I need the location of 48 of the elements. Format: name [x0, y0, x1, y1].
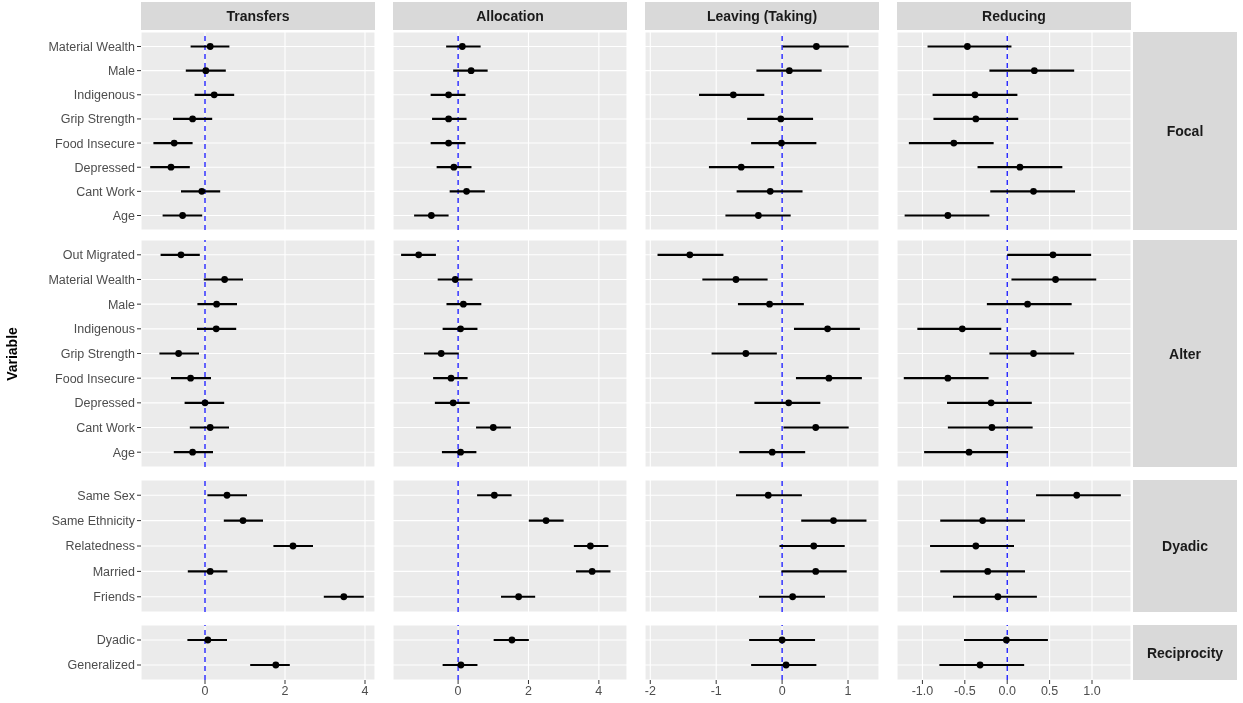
chart-title: Transfers: [141, 2, 375, 30]
x-tick-label: -2: [644, 683, 656, 698]
y2-axis-title: Dyadic: [1133, 480, 1237, 612]
x-tick-label: 2: [281, 683, 289, 698]
y-axis-title: Variable: [4, 326, 21, 381]
x-tick-label: -1.0: [911, 683, 934, 698]
y-tick-label: Material Wealth: [48, 39, 136, 54]
y-tick-label: Friends: [93, 590, 135, 605]
x-tick-label: -0.5: [954, 683, 976, 698]
x-tick-label: 1: [844, 683, 852, 698]
y-tick-label: Depressed: [74, 396, 136, 411]
y-tick-label: Relatedness: [65, 539, 135, 554]
chart-title: Allocation: [393, 2, 627, 30]
y-tick-label: Grip Strength: [60, 346, 136, 361]
y-tick-label: Depressed: [74, 160, 136, 175]
y-tick-label: Grip Strength: [60, 112, 136, 127]
chart-title: Reducing: [897, 2, 1131, 30]
chart-title: Leaving (Taking): [645, 2, 879, 30]
x-tick-label: -1: [710, 683, 722, 698]
x-tick-label: 0: [454, 683, 462, 698]
y-tick-label: Material Wealth: [48, 272, 136, 287]
y-tick-label: Out Migrated: [62, 248, 136, 263]
y-tick-label: Dyadic: [96, 633, 135, 648]
y-tick-label: Food Insecure: [55, 371, 136, 386]
x-tick-label: 0: [778, 683, 786, 698]
y-tick-label: Male: [107, 297, 136, 312]
x-tick-label: 1.0: [1083, 683, 1101, 698]
y-tick-label: Same Ethnicity: [51, 514, 136, 529]
y-tick-label: Cant Work: [76, 184, 136, 199]
y-tick-label: Male: [107, 64, 136, 79]
y-tick-label: Cant Work: [76, 420, 136, 435]
x-tick-label: 4: [595, 683, 603, 698]
y-tick-label: Married: [92, 564, 136, 579]
y-tick-label: Same Sex: [77, 488, 136, 503]
x-tick-label: 0.0: [998, 683, 1016, 698]
y2-axis-title: Reciprocity: [1133, 625, 1237, 680]
y-tick-label: Age: [112, 208, 136, 223]
y-tick-label: Indigenous: [73, 322, 135, 337]
y-tick-label: Generalized: [67, 658, 136, 673]
y-tick-label: Indigenous: [73, 88, 135, 103]
x-tick-label: 0.5: [1040, 683, 1059, 698]
x-tick-label: 4: [361, 683, 369, 698]
y-tick-label: Food Insecure: [55, 136, 136, 151]
y2-axis-title: Focal: [1133, 32, 1237, 230]
x-tick-label: 0: [201, 683, 209, 698]
x-tick-label: 2: [525, 683, 532, 698]
y2-axis-title: Alter: [1133, 240, 1237, 467]
y-tick-label: Age: [112, 445, 136, 460]
